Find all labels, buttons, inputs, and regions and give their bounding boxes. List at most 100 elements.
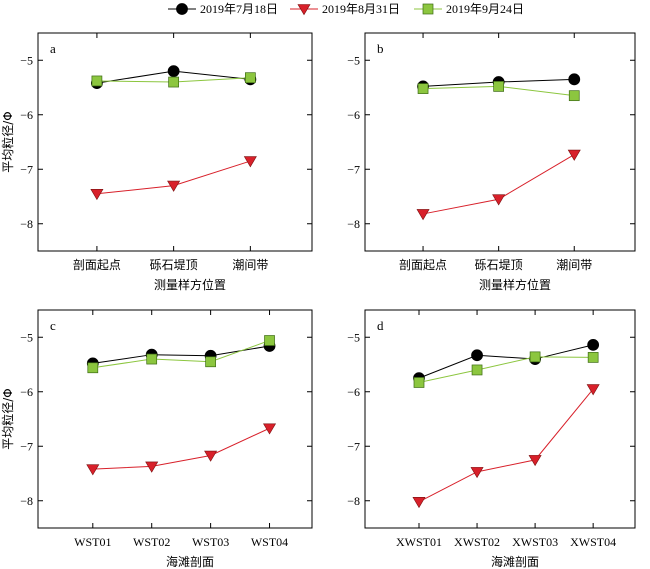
- x-tick-label: 潮间带: [556, 257, 592, 272]
- y-axis-label: 平均粒径/Φ: [0, 388, 15, 450]
- x-tick-label: WST04: [251, 535, 288, 549]
- series-2: [86, 423, 277, 476]
- y-tick-label: −7: [20, 162, 33, 176]
- data-point: [146, 353, 158, 365]
- x-tick-label: XWST03: [512, 535, 558, 549]
- x-tick-label: WST03: [192, 535, 229, 549]
- panel-d: −8 −7 −6 −5 XWST01 XWST02 XWST03 XWST04 d 海滩剖面: [347, 309, 636, 569]
- series-3: [413, 351, 599, 388]
- x-axis-label: 测量样方位置: [154, 277, 226, 292]
- data-point: [243, 156, 257, 168]
- series-3: [87, 335, 275, 374]
- y-tick-label: −7: [347, 162, 360, 176]
- y-tick-label: −6: [20, 108, 33, 122]
- x-tick-label: WST01: [74, 535, 111, 549]
- data-point: [87, 362, 99, 374]
- plot-frame: [37, 32, 313, 252]
- x-tick-label: 砾石堤顶: [475, 258, 523, 272]
- legend-marker-triangle-down: [297, 4, 311, 16]
- legend-entry-2: 2019年8月31日: [290, 2, 400, 16]
- legend-marker-square: [422, 3, 434, 15]
- y-tick-label: −6: [347, 385, 360, 399]
- data-point: [205, 356, 216, 368]
- legend-label: 2019年9月24日: [446, 2, 524, 16]
- x-tick-label: XWST02: [454, 535, 500, 549]
- data-point: [412, 497, 426, 509]
- legend-entry-1: 2019年7月18日: [168, 2, 278, 16]
- legend-marker-circle: [176, 3, 188, 15]
- series-1: [413, 338, 600, 385]
- data-point: [568, 73, 581, 86]
- data-point: [167, 180, 181, 192]
- x-tick-label: XWST04: [570, 535, 616, 549]
- panel-b: −8 −7 −6 −5 剖面起点 砾石堤顶 潮间带 b 测量样方位置: [347, 32, 636, 292]
- legend: 2019年7月18日 2019年8月31日 2019年9月24日: [168, 2, 524, 16]
- panel-c: −8 −7 −6 −5 WST01 WST02 WST03 WST04 c 海滩剖面 平均粒径/Φ: [0, 309, 313, 569]
- series-line: [418, 344, 594, 379]
- data-point: [413, 377, 425, 388]
- y-tick-label: −5: [347, 330, 360, 344]
- data-point: [86, 464, 100, 476]
- y-tick-label: −7: [20, 439, 33, 453]
- series-2: [412, 384, 600, 509]
- data-point: [168, 76, 179, 88]
- series-3: [91, 72, 256, 88]
- legend-entry-3: 2019年9月24日: [414, 2, 524, 16]
- data-point: [145, 461, 159, 473]
- x-axis-label: 海滩剖面: [166, 554, 214, 569]
- y-tick-label: −8: [20, 494, 33, 508]
- panel-letter: b: [377, 41, 384, 56]
- data-point: [587, 352, 599, 363]
- legend-label: 2019年8月31日: [322, 2, 400, 16]
- y-tick-label: −6: [347, 108, 360, 122]
- data-point: [528, 455, 542, 467]
- data-point: [492, 194, 506, 206]
- x-tick-label: WST02: [133, 535, 170, 549]
- data-point: [91, 75, 103, 87]
- series-line: [418, 356, 594, 383]
- panel-letter: c: [50, 318, 56, 333]
- x-tick-label: XWST01: [396, 535, 442, 549]
- x-tick-label: 潮间带: [232, 257, 268, 272]
- data-point: [264, 335, 275, 346]
- panel-letter: a: [50, 41, 56, 56]
- data-point: [568, 90, 580, 102]
- y-axis-label: 平均粒径/Φ: [0, 111, 15, 173]
- data-point: [167, 65, 180, 78]
- y-tick-label: −6: [20, 385, 33, 399]
- panel-letter: d: [377, 318, 384, 333]
- data-point: [567, 149, 581, 161]
- y-tick-label: −7: [347, 439, 360, 453]
- series-2: [416, 149, 581, 221]
- panel-a: −8 −7 −6 −5 剖面起点 砾石堤顶 潮间带 a 测量样方位置 平均粒径/Φ: [0, 32, 313, 292]
- series-2: [90, 156, 257, 201]
- y-tick-label: −5: [347, 53, 360, 67]
- data-point: [245, 72, 256, 84]
- x-axis-label: 海滩剖面: [491, 554, 539, 569]
- plot-frame: [37, 309, 313, 529]
- x-axis-label: 测量样方位置: [479, 277, 551, 292]
- data-point: [471, 364, 483, 376]
- plot-frame: [364, 32, 636, 252]
- data-point: [470, 467, 484, 479]
- series-line: [418, 388, 594, 503]
- series-3: [417, 81, 580, 102]
- x-tick-label: 剖面起点: [73, 258, 121, 272]
- y-tick-label: −8: [347, 217, 360, 231]
- x-tick-label: 剖面起点: [399, 258, 447, 272]
- data-point: [417, 83, 429, 94]
- legend-label: 2019年7月18日: [200, 2, 278, 16]
- data-point: [493, 81, 504, 92]
- series-line: [92, 340, 270, 369]
- plot-frame: [364, 309, 636, 529]
- y-tick-label: −8: [347, 494, 360, 508]
- data-point: [586, 384, 600, 396]
- data-point: [204, 450, 218, 462]
- y-tick-label: −8: [20, 217, 33, 231]
- data-point: [587, 338, 600, 351]
- data-point: [263, 423, 277, 435]
- data-point: [90, 188, 104, 201]
- y-tick-label: −5: [20, 330, 33, 344]
